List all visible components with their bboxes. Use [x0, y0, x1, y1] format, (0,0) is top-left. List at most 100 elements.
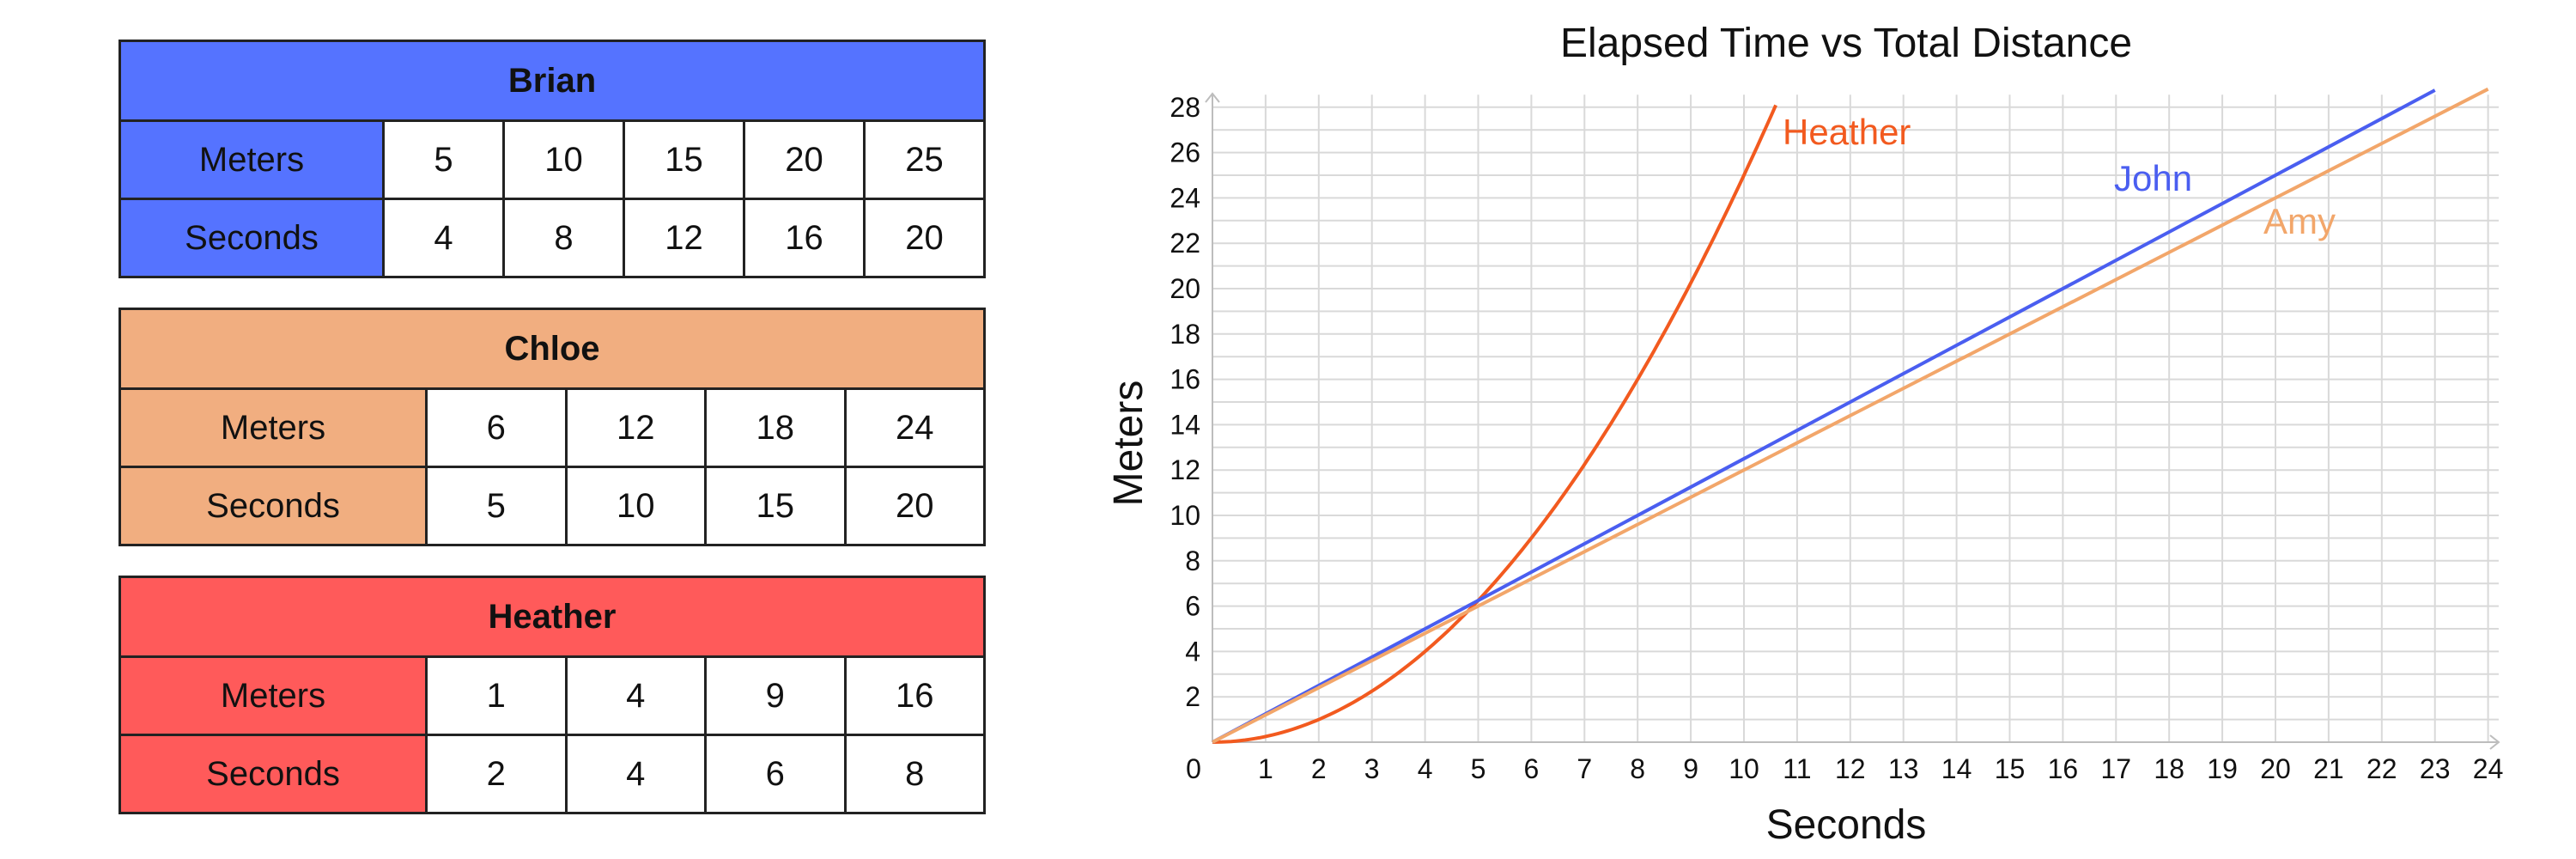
x-tick-label: 17 [2101, 753, 2132, 784]
x-tick-label: 2 [1311, 753, 1327, 784]
series-labels: Heather John Amy [1783, 112, 2336, 241]
x-tick-label: 22 [2366, 753, 2397, 784]
table-cell: 12 [564, 390, 704, 466]
chloe-table: Chloe Meters 6 12 18 24 Seconds 5 10 15 … [118, 308, 986, 546]
x-tick-label: 1 [1258, 753, 1273, 784]
y-tick-label: 10 [1170, 500, 1200, 531]
meters-header: Meters [121, 122, 385, 198]
table-cell: 18 [704, 390, 844, 466]
y-axis-arrow [1205, 92, 1220, 103]
x-axis-ticks: 0 1 2 3 4 5 6 7 8 9 10 11 12 13 14 15 16 17 18 19 20 21 22 23 24 [1186, 753, 2503, 784]
x-tick-label: 23 [2420, 753, 2451, 784]
table-cell: 15 [623, 122, 743, 198]
x-tick-label: 5 [1471, 753, 1486, 784]
table-cell: 4 [564, 736, 704, 812]
x-tick-label: 15 [1995, 753, 2026, 784]
chart-title: Elapsed Time vs Total Distance [1560, 21, 2132, 66]
table-cell: 8 [502, 200, 623, 276]
seconds-header: Seconds [121, 200, 385, 276]
y-tick-label: 8 [1185, 545, 1200, 576]
x-tick-label: 7 [1577, 753, 1592, 784]
table-cell: 24 [843, 390, 983, 466]
y-tick-label: 12 [1170, 454, 1200, 485]
x-tick-label: 24 [2473, 753, 2504, 784]
x-tick-label: 10 [1728, 753, 1759, 784]
y-tick-label: 18 [1170, 319, 1200, 350]
table-cell: 20 [863, 200, 983, 276]
table-cell: 20 [843, 468, 983, 544]
table-cell: 16 [743, 200, 863, 276]
y-tick-label: 22 [1170, 228, 1200, 259]
meters-row: Meters 6 12 18 24 [121, 390, 983, 466]
x-tick-label: 16 [2048, 753, 2079, 784]
series-label-heather: Heather [1783, 112, 1911, 152]
series-label-amy: Amy [2263, 201, 2336, 241]
table-cell: 6 [704, 736, 844, 812]
y-tick-label: 4 [1185, 636, 1200, 667]
table-cell: 2 [428, 736, 565, 812]
meters-row: Meters 1 4 9 16 [121, 658, 983, 734]
series-lines [1212, 87, 2489, 744]
y-tick-label: 26 [1170, 137, 1200, 168]
y-axis-label: Meters [1106, 381, 1151, 507]
table-cell: 4 [564, 658, 704, 734]
y-tick-label: 16 [1170, 364, 1200, 395]
y-tick-label: 20 [1170, 273, 1200, 304]
table-cell: 10 [564, 468, 704, 544]
chart-axes [1205, 92, 2500, 750]
table-cell: 10 [502, 122, 623, 198]
series-line-john [1212, 88, 2436, 744]
seconds-header: Seconds [121, 736, 428, 812]
x-tick-label: 18 [2154, 753, 2184, 784]
table-cell: 5 [385, 122, 502, 198]
table-cell: 4 [385, 200, 502, 276]
series-line-amy [1212, 87, 2489, 744]
x-axis-label: Seconds [1766, 802, 1927, 848]
table-cell: 6 [428, 390, 565, 466]
y-tick-label: 6 [1185, 591, 1200, 622]
x-tick-label: 21 [2313, 753, 2344, 784]
table-title: Heather [121, 578, 983, 658]
x-tick-label: 14 [1941, 753, 1972, 784]
x-tick-label: 13 [1888, 753, 1919, 784]
brian-table: Brian Meters 5 10 15 20 25 Seconds 4 8 1… [118, 40, 986, 278]
x-tick-label: 20 [2260, 753, 2291, 784]
x-tick-label: 3 [1364, 753, 1380, 784]
heather-table: Heather Meters 1 4 9 16 Seconds 2 4 6 8 [118, 576, 986, 814]
x-tick-label: 12 [1835, 753, 1866, 784]
x-axis-arrow [2489, 734, 2500, 750]
table-cell: 25 [863, 122, 983, 198]
y-tick-label: 28 [1170, 92, 1200, 123]
table-title: Chloe [121, 310, 983, 390]
table-cell: 5 [428, 468, 565, 544]
x-tick-label: 8 [1630, 753, 1645, 784]
meters-header: Meters [121, 390, 428, 466]
meters-header: Meters [121, 658, 428, 734]
x-tick-label: 9 [1683, 753, 1698, 784]
y-tick-label: 2 [1185, 681, 1200, 712]
y-tick-label: 14 [1170, 409, 1200, 440]
table-title: Brian [121, 42, 983, 122]
y-tick-label: 24 [1170, 182, 1200, 213]
seconds-row: Seconds 4 8 12 16 20 [121, 198, 983, 276]
table-cell: 12 [623, 200, 743, 276]
x-tick-label: 0 [1186, 753, 1201, 784]
x-tick-label: 19 [2207, 753, 2238, 784]
x-tick-label: 6 [1524, 753, 1540, 784]
table-cell: 15 [704, 468, 844, 544]
x-tick-label: 4 [1418, 753, 1433, 784]
series-line-heather [1212, 104, 1777, 744]
table-cell: 16 [843, 658, 983, 734]
seconds-row: Seconds 2 4 6 8 [121, 734, 983, 812]
seconds-header: Seconds [121, 468, 428, 544]
seconds-row: Seconds 5 10 15 20 [121, 466, 983, 544]
table-cell: 20 [743, 122, 863, 198]
table-cell: 1 [428, 658, 565, 734]
table-cell: 9 [704, 658, 844, 734]
chart-grid [1212, 94, 2499, 742]
series-label-john: John [2114, 158, 2192, 198]
table-cell: 8 [843, 736, 983, 812]
x-tick-label: 11 [1783, 753, 1811, 784]
